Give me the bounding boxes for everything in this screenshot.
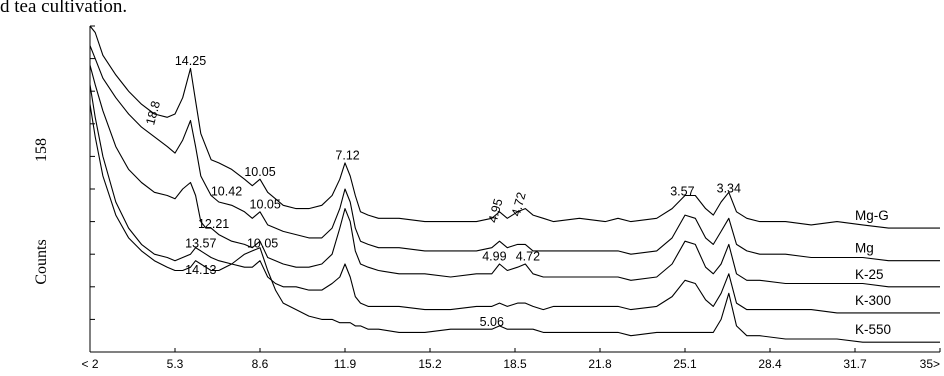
x-tick-label: 8.6 [252,357,269,371]
peak-label: 4.72 [509,191,529,218]
peak-label: 4.99 [482,250,506,264]
series-line-mg-g [89,25,940,229]
x-tick-label: 21.8 [588,357,612,371]
y-axis-label: Counts [33,239,50,284]
peak-label: 18.8 [143,99,163,126]
x-tick-label: < 2 [81,357,98,371]
y-scale-label: 158 [33,138,50,162]
plot-axes [89,25,941,353]
peak-label: 4.95 [486,197,506,224]
peak-label: 14.13 [185,263,216,277]
x-tick-label: 35> [920,357,940,371]
peak-label: 10.05 [244,165,275,179]
x-tick-label: 15.2 [418,357,442,371]
series-line-k-550 [89,104,940,343]
peak-label: 12.21 [198,217,229,231]
peak-label: 10.05 [250,198,281,212]
peak-label: 10.05 [247,237,278,251]
peak-label: 14.25 [175,54,206,68]
x-tick-label: 31.7 [843,357,867,371]
peak-label: 3.57 [670,185,694,199]
series-label-k-25: K-25 [855,267,884,282]
peak-label: 3.34 [717,181,741,195]
caption-fragment: d tea cultivation. [0,0,127,17]
series-label-mg-g: Mg-G [855,208,889,223]
peak-label: 10.42 [211,185,242,199]
series-labels: Mg-G Mg K-25 K-300 K-550 [855,208,891,337]
peak-label: 4.72 [516,250,540,264]
series-layer [89,25,940,343]
x-tick-label: 11.9 [334,357,357,371]
x-tick-label: 18.5 [503,357,527,371]
series-line-k-300 [89,84,940,314]
peak-label: 13.57 [185,237,216,251]
series-line-k-25 [89,64,940,288]
peak-label: 7.12 [335,149,359,163]
series-label-mg: Mg [855,241,874,256]
x-tick-label: 28.4 [758,357,782,371]
x-tick-label: 25.1 [673,357,697,371]
peak-label: 5.06 [480,315,504,329]
series-label-k-300: K-300 [855,293,891,308]
x-tick-label: 5.3 [167,357,184,371]
series-line-mg [89,45,940,262]
x-tick-labels: < 2 5.3 8.6 11.9 15.2 18.5 21.8 25.1 28.4 31.7 35> [81,357,940,371]
series-label-k-550: K-550 [855,322,891,337]
